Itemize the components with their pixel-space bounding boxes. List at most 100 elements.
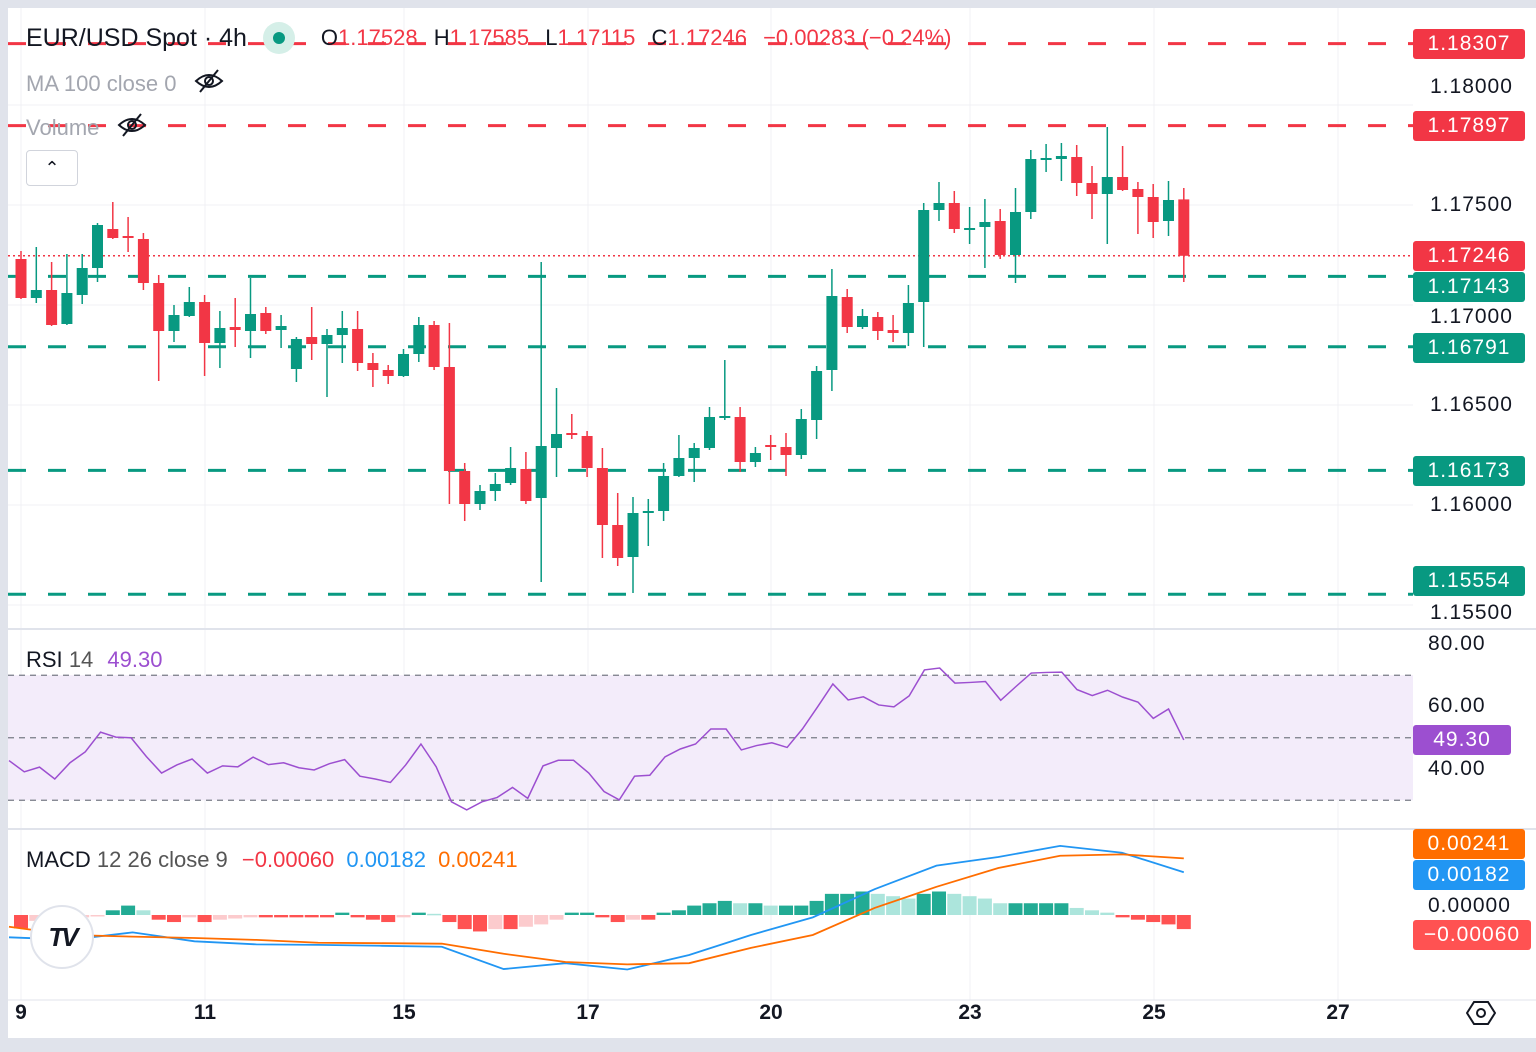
candle xyxy=(795,409,807,459)
close-value: 1.17246 xyxy=(667,25,747,50)
candle xyxy=(902,285,914,346)
macd-histogram-bar xyxy=(1008,903,1023,915)
candle xyxy=(46,262,58,326)
candle xyxy=(183,287,195,317)
candle xyxy=(30,247,42,303)
macd-histogram-bar xyxy=(962,896,977,915)
candle xyxy=(918,203,930,347)
volume-legend[interactable]: Volume xyxy=(26,112,147,144)
eye-hidden-icon[interactable] xyxy=(194,68,224,100)
macd-histogram-bar xyxy=(427,913,442,916)
candle xyxy=(1010,188,1021,283)
macd-line xyxy=(8,845,1185,971)
low-value: 1.17115 xyxy=(557,25,636,50)
symbol-title[interactable]: EUR/USD Spot · 4h xyxy=(26,23,247,52)
candle-body xyxy=(15,259,27,298)
candle xyxy=(92,223,103,282)
macd-histogram-bar xyxy=(411,912,426,915)
macd-histogram-bar xyxy=(381,915,396,923)
candle xyxy=(153,275,165,381)
candle xyxy=(749,447,761,467)
macd-histogram-bar xyxy=(580,912,595,915)
candle xyxy=(382,365,394,384)
eye-hidden-icon[interactable] xyxy=(117,112,147,144)
macd-histogram-bar xyxy=(488,915,503,930)
candle-body xyxy=(443,367,455,471)
tradingview-logo[interactable]: TV xyxy=(30,905,94,969)
candle xyxy=(1055,143,1067,181)
candle-body xyxy=(887,330,899,333)
x-tick: 25 xyxy=(1142,1001,1166,1024)
candle xyxy=(627,497,639,593)
candle xyxy=(1147,184,1159,238)
candle xyxy=(658,463,670,521)
rsi-tick: 40.00 xyxy=(1428,757,1486,780)
candle-body xyxy=(535,446,547,498)
candle xyxy=(474,485,486,510)
level-tag: 1.17897 xyxy=(1413,111,1525,141)
candle-body xyxy=(290,339,302,369)
candle-body xyxy=(398,354,409,376)
macd-legend[interactable]: MACD 12 26 close 9 −0.00060 0.00182 0.00… xyxy=(26,847,518,873)
rsi-period: 14 xyxy=(68,647,94,672)
candle xyxy=(168,305,180,342)
candle-body xyxy=(489,484,501,491)
candle xyxy=(994,209,1006,259)
candle xyxy=(1178,188,1190,282)
candle xyxy=(137,233,149,290)
price-tick: 1.17000 xyxy=(1430,305,1513,328)
x-tick: 9 xyxy=(15,1001,27,1024)
settings-icon[interactable] xyxy=(1465,1000,1497,1031)
candle-body xyxy=(260,313,272,331)
candle xyxy=(964,207,976,244)
collapse-legend-button[interactable]: ⌃ xyxy=(26,150,78,186)
candle xyxy=(933,182,945,221)
candle xyxy=(1117,146,1129,191)
candle xyxy=(857,309,868,329)
ma-legend[interactable]: MA 100 close 0 xyxy=(26,68,224,100)
candle-body xyxy=(719,416,731,418)
x-tick: 11 xyxy=(193,1001,217,1024)
candle-body xyxy=(229,327,241,330)
candle-body xyxy=(382,370,394,376)
symbol-legend: EUR/USD Spot · 4h O1.17528 H1.17585 L1.1… xyxy=(26,22,961,54)
macd-histogram-bar xyxy=(365,915,380,920)
close-label: C xyxy=(651,25,668,50)
candle xyxy=(673,435,685,477)
candle-body xyxy=(214,328,226,343)
candle xyxy=(688,443,700,482)
candle-body xyxy=(107,229,119,238)
candle-body xyxy=(275,326,287,330)
macd-histogram-bar xyxy=(687,905,702,915)
macd-histogram-bar xyxy=(641,915,656,920)
x-tick: 27 xyxy=(1326,1001,1350,1024)
candle-body xyxy=(673,458,685,476)
macd-histogram-bar xyxy=(1115,915,1130,918)
rsi-value: 49.30 xyxy=(107,647,163,672)
open-label: O xyxy=(320,25,339,50)
candle xyxy=(566,414,578,439)
candle xyxy=(887,315,899,342)
price-tick: 1.16500 xyxy=(1430,393,1513,416)
rsi-legend[interactable]: RSI 14 49.30 xyxy=(26,647,162,673)
macd-histogram-bar xyxy=(105,910,120,915)
candle-body xyxy=(367,363,379,370)
candle-body xyxy=(1040,158,1052,160)
candle-body xyxy=(474,491,486,504)
candle-body xyxy=(1147,197,1159,222)
candle-body xyxy=(933,203,945,210)
candle-body xyxy=(581,436,593,468)
candle xyxy=(505,447,517,485)
macd-histogram-bar xyxy=(702,903,717,915)
macd-histogram-bar xyxy=(90,915,105,917)
macd-histogram-bar xyxy=(656,912,671,915)
candle xyxy=(581,431,593,477)
candle xyxy=(1071,145,1083,196)
candle xyxy=(780,433,792,476)
macd-histogram-bar xyxy=(977,898,992,915)
macd-histogram-bar xyxy=(121,905,136,915)
macd-histogram-bar xyxy=(243,915,258,918)
macd-histogram-bar xyxy=(473,915,487,932)
x-tick: 15 xyxy=(392,1001,416,1024)
